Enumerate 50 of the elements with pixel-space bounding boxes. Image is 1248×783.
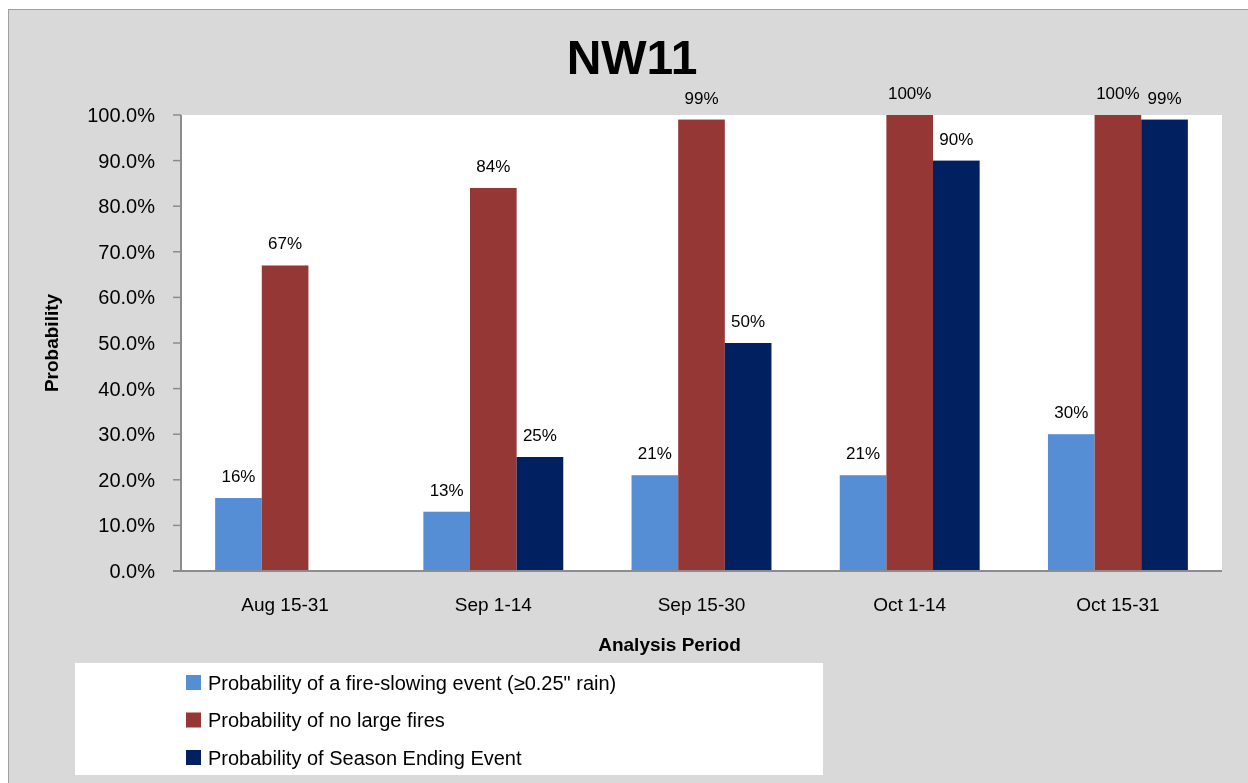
- bar: [261, 265, 309, 571]
- y-tick-label: 30.0%: [98, 423, 156, 446]
- bar: [886, 115, 934, 571]
- data-label: 67%: [268, 234, 303, 254]
- x-tick-label: Sep 15-30: [657, 594, 746, 615]
- chart-title: NW11: [566, 31, 698, 84]
- bar: [631, 475, 679, 571]
- data-label: 100%: [1096, 84, 1140, 103]
- data-label: 90%: [939, 129, 974, 149]
- data-label: 100%: [887, 84, 932, 103]
- data-label: 30%: [1054, 403, 1089, 423]
- x-tick-label: Oct 1-14: [873, 594, 947, 615]
- bar: [469, 187, 517, 571]
- y-tick-label: 0.0%: [109, 560, 156, 582]
- bar: [933, 160, 980, 571]
- bar: [839, 475, 887, 571]
- legend-label: Probability of no large fires: [208, 709, 445, 731]
- bar: [1141, 119, 1188, 571]
- data-label: 99%: [1147, 88, 1182, 108]
- y-tick-label: 70.0%: [98, 240, 156, 263]
- y-tick-label: 90.0%: [98, 149, 156, 172]
- bar: [516, 457, 564, 571]
- legend-label: Probability of Season Ending Event: [208, 746, 522, 769]
- data-label: 21%: [637, 444, 672, 464]
- data-label: 84%: [476, 156, 511, 176]
- data-label: 50%: [731, 312, 766, 331]
- x-tick-label: Sep 1-14: [454, 594, 533, 615]
- x-tick-label: Aug 15-31: [241, 594, 329, 615]
- x-axis-title: Analysis Period: [598, 634, 741, 655]
- bar: [1094, 115, 1142, 571]
- y-tick-label: 60.0%: [98, 286, 156, 309]
- x-tick-label: Oct 15-31: [1076, 594, 1160, 615]
- bar: [678, 119, 725, 571]
- data-label: 25%: [522, 426, 557, 445]
- y-tick-label: 50.0%: [98, 332, 156, 354]
- data-label: 99%: [684, 88, 719, 108]
- bar: [724, 343, 772, 571]
- y-tick-label: 100.0%: [87, 104, 156, 126]
- legend-label: Probability of a fire-slowing event (≥0.25" rain): [208, 671, 617, 694]
- bar: [1047, 434, 1095, 571]
- data-label: 13%: [429, 480, 464, 500]
- bar: [215, 498, 262, 571]
- data-label: 21%: [846, 444, 881, 464]
- y-tick-label: 80.0%: [98, 195, 156, 218]
- y-axis-title: Probability: [41, 293, 62, 393]
- bar: [423, 511, 470, 571]
- y-tick-label: 40.0%: [98, 377, 156, 400]
- y-tick-label: 20.0%: [98, 468, 156, 491]
- y-tick-label: 10.0%: [98, 514, 156, 537]
- data-label: 16%: [221, 467, 256, 487]
